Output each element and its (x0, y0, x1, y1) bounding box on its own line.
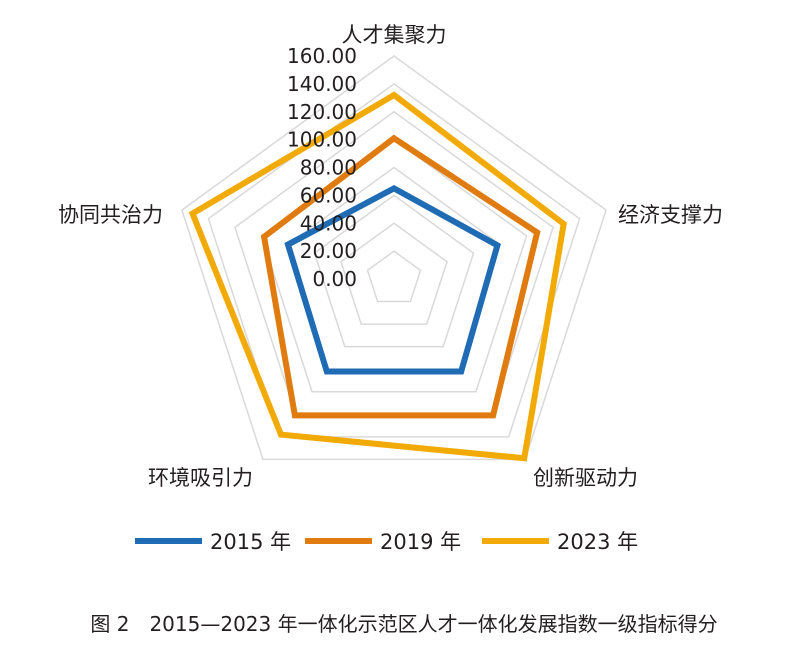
legend: 2015 年 2019 年 2023 年 (135, 530, 638, 554)
tick-label: 0.00 (312, 267, 357, 291)
grid-ring (366, 250, 422, 303)
radial-tick-labels: 0.00 20.00 40.00 60.00 80.00 100.00 120.00 140.… (287, 44, 357, 291)
axis-label: 环境吸引力 (148, 466, 253, 490)
radar-series (188, 91, 567, 462)
grid-ring (207, 82, 581, 438)
tick-label: 140.00 (287, 72, 357, 96)
series-line (188, 91, 567, 462)
axis-label: 创新驱动力 (533, 466, 638, 490)
tick-label: 100.00 (287, 128, 357, 152)
axis-label: 经济支撑力 (618, 203, 723, 227)
tick-label: 160.00 (287, 44, 357, 68)
tick-label: 120.00 (287, 100, 357, 124)
series-line (284, 184, 501, 375)
tick-label: 20.00 (300, 239, 357, 263)
axis-label: 协同共治力 (58, 203, 163, 227)
legend-label: 2023 年 (557, 530, 638, 554)
tick-label: 60.00 (300, 183, 357, 207)
tick-label: 40.00 (300, 211, 357, 235)
axis-label: 人才集聚力 (342, 23, 447, 47)
radar-grid (181, 55, 607, 461)
figure-caption: 图 2 2015—2023 年一体化示范区人才一体化发展指数一级指标得分 (90, 612, 718, 636)
tick-label: 80.00 (300, 156, 357, 180)
legend-label: 2019 年 (380, 530, 461, 554)
grid-ring (313, 194, 475, 348)
grid-ring (340, 222, 448, 325)
series-line (260, 134, 541, 419)
legend-label: 2015 年 (210, 530, 291, 554)
grid-ring (181, 55, 607, 461)
